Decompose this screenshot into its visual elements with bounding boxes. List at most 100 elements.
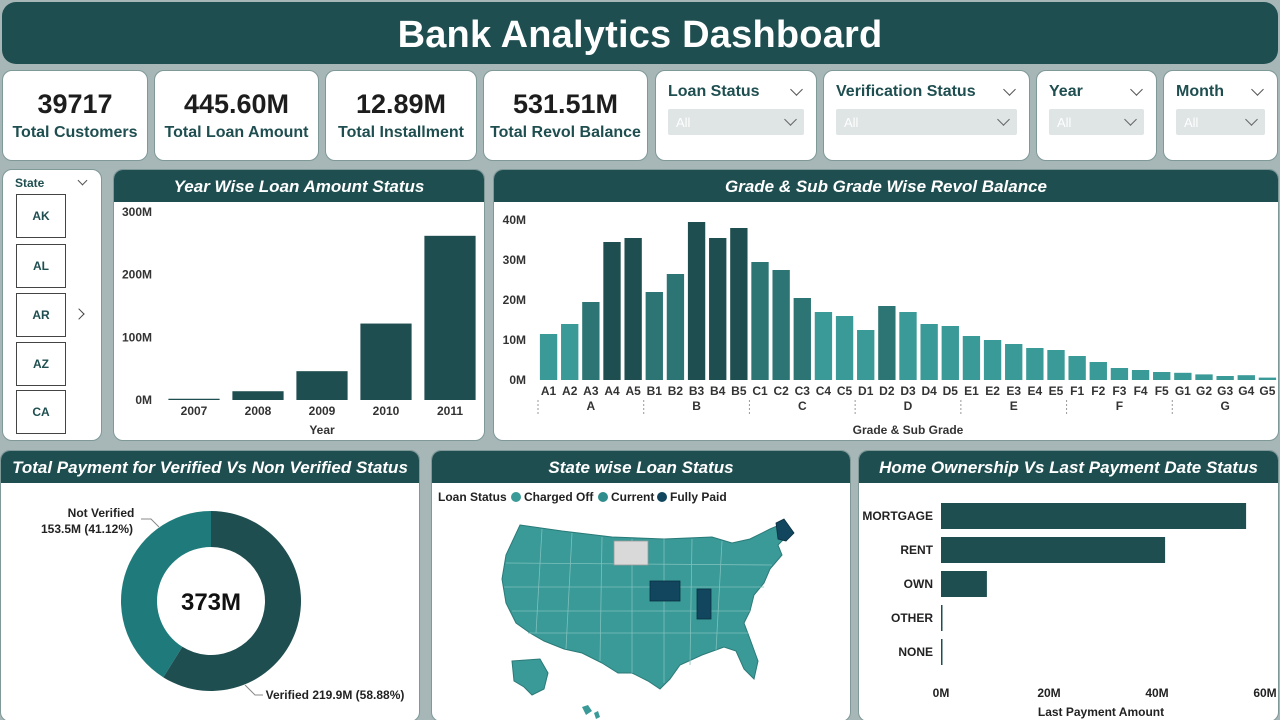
legend-item: Charged Off <box>524 490 594 504</box>
slicer-title: Loan Status <box>668 83 760 100</box>
x-tick-label: A5 <box>625 384 641 398</box>
y-tick-label: 30M <box>503 253 526 267</box>
x-tick-label: D3 <box>900 384 916 398</box>
state-hi-island <box>594 711 600 719</box>
donut-center-label: 373M <box>181 589 241 616</box>
state-hi[interactable] <box>582 705 592 715</box>
slicer-value: All <box>844 114 859 130</box>
slicer-value: All <box>1184 114 1199 130</box>
bar <box>709 238 727 380</box>
y-tick-label: RENT <box>900 543 933 557</box>
bar <box>232 391 284 400</box>
bar <box>857 330 875 380</box>
x-tick-label: G4 <box>1238 384 1254 398</box>
x-tick-label: E1 <box>964 384 979 398</box>
home-ownership-chart: MORTGAGE RENT OWN OTHER NONE 0M 20M 40M 60M Last … <box>862 503 1277 719</box>
bar <box>941 326 959 380</box>
x-tick-label: 40M <box>1145 686 1168 700</box>
bar <box>603 242 621 380</box>
chevron-down-icon <box>997 113 1010 126</box>
year-slicer[interactable]: Year All <box>1036 70 1157 161</box>
state-ia[interactable] <box>649 580 681 602</box>
state-loan-map[interactable]: Loan Status Charged Off Current Fully Pa… <box>432 483 851 720</box>
chevron-down-icon[interactable] <box>77 175 88 186</box>
x-tick-label: C4 <box>816 384 832 398</box>
chevron-down-icon[interactable] <box>1003 83 1016 96</box>
y-tick-label: 20M <box>503 293 526 307</box>
legend-dot-current <box>598 492 608 502</box>
y-tick-label: 200M <box>122 268 152 282</box>
loan-status-slicer[interactable]: Loan Status All <box>655 70 817 161</box>
x-tick-label: F3 <box>1112 384 1126 398</box>
x-tick-label: D1 <box>858 384 874 398</box>
kpi-label: Total Revol Balance <box>490 124 641 141</box>
bar <box>751 262 769 380</box>
bar <box>941 571 987 597</box>
x-axis-label: Grade & Sub Grade <box>853 423 964 437</box>
legend-title: Loan Status <box>438 490 507 504</box>
x-tick-label: B3 <box>689 384 705 398</box>
bar <box>1089 362 1107 380</box>
x-tick-label: B1 <box>647 384 663 398</box>
state-item-ar[interactable]: AR <box>16 293 66 337</box>
x-tick-label: B5 <box>731 384 747 398</box>
state-slicer[interactable]: State AK AL AR AZ CA <box>2 169 102 441</box>
x-tick-label: A4 <box>604 384 620 398</box>
slice-value-label: 153.5M (41.12%) <box>41 522 133 536</box>
chevron-down-icon[interactable] <box>1251 83 1264 96</box>
x-tick-label: F4 <box>1134 384 1148 398</box>
group-label: B <box>692 399 701 413</box>
bar <box>168 398 220 400</box>
x-tick-label: E5 <box>1049 384 1064 398</box>
year-loan-chart: 0M 100M 200M 300M 2007 2008 2009 2010 2011 Year <box>122 205 476 437</box>
state-item-az[interactable]: AZ <box>16 342 66 386</box>
bar <box>296 371 348 400</box>
y-tick-label: NONE <box>898 645 933 659</box>
verification-status-slicer[interactable]: Verification Status All <box>823 70 1030 161</box>
state-ak[interactable] <box>511 658 549 696</box>
legend-dot-fully-paid <box>657 492 667 502</box>
bar <box>983 340 1002 380</box>
y-tick-label: 0M <box>135 393 152 407</box>
bar <box>1005 344 1023 380</box>
month-slicer[interactable]: Month All <box>1163 70 1278 161</box>
slicer-title: Verification Status <box>836 83 976 100</box>
verification-status-dropdown[interactable]: All <box>836 109 1017 135</box>
x-tick-label: 2008 <box>245 404 272 418</box>
year-dropdown[interactable]: All <box>1049 109 1144 135</box>
donut-slice <box>163 511 301 691</box>
chevron-right-icon[interactable] <box>73 308 85 320</box>
bar <box>920 324 938 380</box>
month-dropdown[interactable]: All <box>1176 109 1265 135</box>
y-tick-label: 100M <box>122 330 152 344</box>
bar <box>1216 376 1234 380</box>
loan-status-dropdown[interactable]: All <box>668 109 804 135</box>
state-nd[interactable] <box>613 540 649 566</box>
bar <box>835 316 854 380</box>
state-in[interactable] <box>696 588 712 620</box>
state-item-ca[interactable]: CA <box>16 390 66 434</box>
state-item-al[interactable]: AL <box>16 244 66 288</box>
kpi-total-loan-amount: 445.60M Total Loan Amount <box>154 70 319 161</box>
x-tick-label: G5 <box>1259 384 1275 398</box>
slicer-value: All <box>676 114 691 130</box>
x-tick-label: G2 <box>1196 384 1212 398</box>
state-me[interactable] <box>775 518 795 542</box>
bar <box>1068 356 1086 380</box>
y-tick-label: OTHER <box>891 611 933 625</box>
bar <box>1258 377 1277 380</box>
chevron-down-icon[interactable] <box>1130 83 1143 96</box>
state-item-ak[interactable]: AK <box>16 194 66 238</box>
x-tick-label: E2 <box>985 384 1000 398</box>
chevron-down-icon[interactable] <box>790 83 803 96</box>
y-tick-label: MORTGAGE <box>862 509 933 523</box>
x-tick-label: C3 <box>795 384 811 398</box>
group-label: A <box>587 399 596 413</box>
slice-value-label: Verified 219.9M (58.88%) <box>266 688 405 702</box>
bar <box>1110 368 1129 380</box>
group-label: E <box>1010 399 1018 413</box>
bar <box>687 222 706 380</box>
bar <box>1026 348 1044 380</box>
kpi-value: 445.60M <box>183 89 290 119</box>
bar <box>582 302 600 380</box>
